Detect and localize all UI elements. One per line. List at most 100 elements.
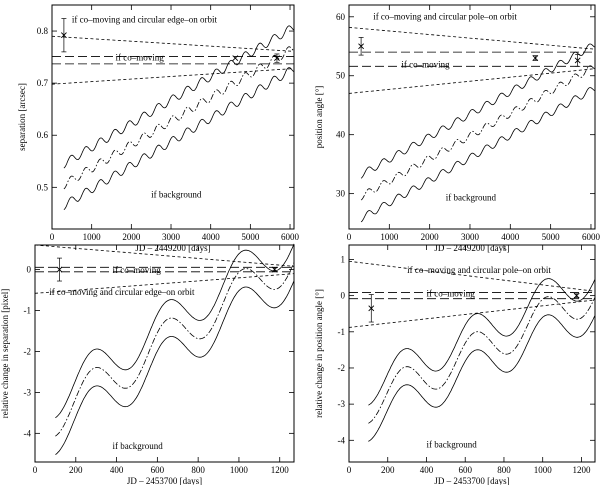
x-tick-label: 4000 xyxy=(202,232,221,242)
annotation: if co–moving xyxy=(112,265,161,275)
annotation: if co–moving and circular pole–on orbit xyxy=(373,12,517,22)
y-tick-label: 0 xyxy=(341,291,346,301)
annotation: if background xyxy=(426,440,477,450)
x-tick-label: 2000 xyxy=(421,232,440,242)
x-tick-label: 400 xyxy=(420,465,434,475)
data-point-marker xyxy=(573,292,580,299)
y-axis-label: position angle [°] xyxy=(314,86,324,149)
data-point-marker xyxy=(574,57,581,64)
x-tick-label: 600 xyxy=(151,465,165,475)
x-tick-label: 1200 xyxy=(572,465,591,475)
y-tick-label: 50 xyxy=(336,71,346,81)
x-tick-label: 1000 xyxy=(83,232,102,242)
chart-bottom-left: 0 200 400 600 800 1000 1200 -4 -3 -2 -1 0 JD – 24537… xyxy=(0,243,295,485)
background-center-line xyxy=(368,296,596,424)
background-upper-line xyxy=(360,43,596,179)
y-axis-label: relative change in position angle [°] xyxy=(314,289,324,418)
annotation: if background xyxy=(112,441,163,451)
orbit-line xyxy=(348,299,596,328)
background-upper-line xyxy=(55,243,295,419)
x-tick-label: 1000 xyxy=(380,232,399,242)
x-tick-label: 400 xyxy=(110,465,124,475)
x-tick-label: 5000 xyxy=(542,232,561,242)
annotation: if background xyxy=(151,190,202,200)
y-tick-label: -2 xyxy=(24,346,32,356)
orbit-line xyxy=(51,68,295,85)
orbit-line xyxy=(51,35,295,52)
y-tick-label: -1 xyxy=(338,327,346,337)
annotation: if co–moving xyxy=(426,288,475,298)
data-point-marker xyxy=(232,55,239,62)
x-tick-label: 0 xyxy=(347,232,352,242)
x-tick-label: 0 xyxy=(50,232,55,242)
x-axis-label: JD – 2453700 [days] xyxy=(127,476,202,485)
orbit-line xyxy=(34,273,295,294)
data-point-marker xyxy=(532,55,539,61)
annotation: if co–moving xyxy=(401,59,450,69)
background-lower-line xyxy=(63,67,295,210)
orbit-line xyxy=(348,68,596,94)
background-upper-line xyxy=(368,278,596,406)
y-tick-label: 40 xyxy=(336,130,346,140)
x-tick-label: 6000 xyxy=(582,232,600,242)
y-axis-label: separation [arcsec] xyxy=(17,83,27,151)
plot-frame xyxy=(348,244,596,463)
chart-bottom-right: 0 200 400 600 800 1000 1200 -4 -3 -2 -1 0 1 JD – 2453… xyxy=(314,244,596,485)
background-lower-line xyxy=(55,280,295,455)
annotation: if co–moving and circular edge–on orbit xyxy=(49,287,195,297)
data-point-marker xyxy=(368,305,375,312)
y-tick-label: 0.8 xyxy=(37,26,49,36)
background-center-line xyxy=(55,262,295,437)
background-center-line xyxy=(360,65,596,201)
x-tick-label: 1200 xyxy=(271,465,290,475)
data-point-marker xyxy=(274,55,280,62)
orbit-line xyxy=(348,260,596,292)
data-point-marker xyxy=(56,266,63,273)
y-tick-label: -3 xyxy=(24,387,32,397)
y-tick-label: -2 xyxy=(338,363,346,373)
background-lower-line xyxy=(360,87,596,223)
y-tick-label: -3 xyxy=(338,399,346,409)
x-tick-label: 800 xyxy=(497,465,511,475)
y-tick-label: 0.5 xyxy=(37,182,49,192)
annotation: if background xyxy=(446,193,497,203)
background-center-line xyxy=(63,46,295,190)
x-axis-label: JD – 2453700 [days] xyxy=(434,476,509,485)
y-tick-label: 60 xyxy=(336,12,346,22)
chart-top-right: 0 1000 2000 3000 4000 5000 6000 30 40 50 60 JD – 24… xyxy=(314,4,600,253)
background-upper-line xyxy=(63,25,295,169)
orbit-line xyxy=(34,244,295,267)
x-tick-label: 3000 xyxy=(162,232,181,242)
y-tick-label: -4 xyxy=(338,435,346,445)
x-tick-label: 3000 xyxy=(461,232,480,242)
plot-frame xyxy=(348,4,596,230)
orbit-line xyxy=(348,27,596,50)
annotation: if co–moving xyxy=(115,53,164,63)
y-tick-label: 0.6 xyxy=(37,130,49,140)
background-lower-line xyxy=(368,314,596,442)
data-point-marker xyxy=(271,266,278,273)
x-tick-label: 200 xyxy=(69,465,83,475)
plot-frame xyxy=(51,4,295,230)
y-tick-label: 30 xyxy=(336,189,346,199)
x-tick-label: 1000 xyxy=(230,465,249,475)
x-tick-label: 5000 xyxy=(241,232,260,242)
y-tick-label: 1 xyxy=(341,254,346,264)
y-tick-label: -1 xyxy=(24,306,32,316)
x-tick-label: 800 xyxy=(191,465,205,475)
y-tick-label: 0 xyxy=(27,265,32,275)
data-point-marker xyxy=(60,32,67,39)
x-axis-label: JD – 2449200 [days] xyxy=(135,243,210,253)
annotation: if co–moving and circular pole–on orbit xyxy=(407,265,551,275)
x-tick-label: 6000 xyxy=(281,232,300,242)
y-axis-label: relative change in separation [pixel] xyxy=(0,289,10,418)
y-tick-label: 0.7 xyxy=(37,78,49,88)
y-tick-label: -4 xyxy=(24,428,32,438)
annotation: if co–moving and circular edge–on orbit xyxy=(72,15,218,25)
data-point-marker xyxy=(358,43,365,50)
x-tick-label: 2000 xyxy=(122,232,141,242)
x-tick-label: 200 xyxy=(381,465,395,475)
x-tick-label: 0 xyxy=(347,465,352,475)
x-tick-label: 600 xyxy=(458,465,472,475)
x-tick-label: 4000 xyxy=(501,232,520,242)
